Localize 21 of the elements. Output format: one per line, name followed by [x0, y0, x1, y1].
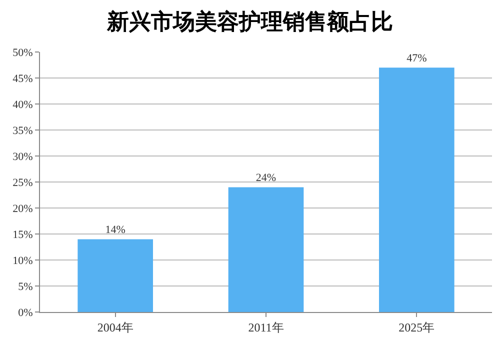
y-tick-label: 15% [12, 228, 33, 241]
y-tick-label: 30% [12, 150, 33, 163]
data-label: 47% [406, 52, 427, 65]
y-tick-label: 45% [12, 72, 33, 85]
chart-title: 新兴市场美容护理销售额占比 [106, 9, 393, 36]
y-tick-label: 10% [12, 254, 33, 267]
data-label: 24% [256, 172, 276, 184]
x-tick-label: 2004年 [97, 320, 134, 334]
bar [379, 68, 454, 312]
bar [78, 239, 153, 312]
y-tick-label: 5% [18, 280, 33, 293]
y-tick-label: 0% [18, 306, 33, 319]
y-tick-label: 40% [12, 98, 33, 111]
y-tick-label: 25% [12, 176, 33, 189]
y-tick-label: 20% [12, 202, 33, 215]
y-tick-label: 35% [12, 124, 33, 137]
x-tick-label: 2011年 [248, 320, 284, 334]
y-tick-label: 50% [12, 46, 33, 59]
x-tick-label: 2025年 [398, 320, 435, 334]
bar [228, 187, 304, 312]
data-label: 14% [105, 224, 126, 236]
